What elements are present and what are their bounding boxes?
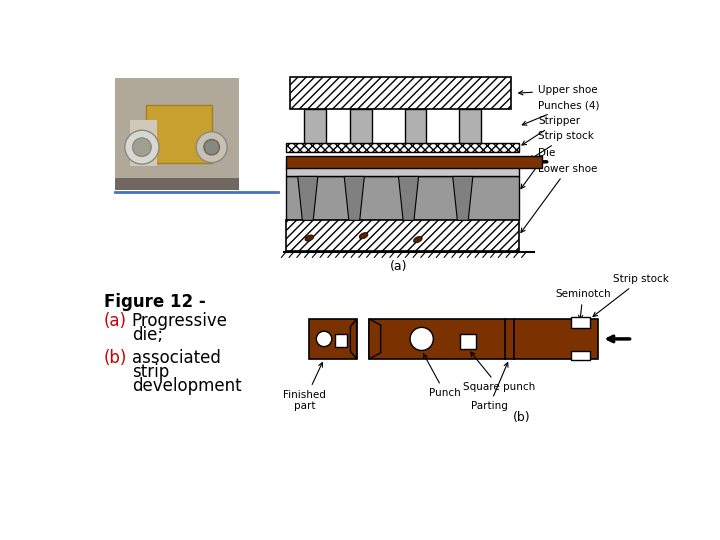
Bar [286, 220, 518, 251]
Text: Square punch: Square punch [463, 352, 536, 392]
Circle shape [410, 327, 433, 350]
Bar [130, 120, 158, 166]
Bar [114, 178, 239, 190]
Text: (b): (b) [513, 411, 531, 424]
Ellipse shape [305, 235, 314, 241]
Circle shape [196, 132, 228, 163]
Text: Strip stock: Strip stock [593, 274, 669, 316]
Polygon shape [369, 319, 381, 359]
Text: Figure 12 -: Figure 12 - [104, 294, 206, 312]
Text: (b): (b) [104, 349, 127, 367]
Text: associated: associated [132, 349, 221, 367]
Text: Strip stock: Strip stock [530, 131, 594, 160]
Bar [461, 334, 476, 349]
Text: Stripper: Stripper [522, 116, 580, 145]
Bar [286, 156, 542, 168]
Polygon shape [297, 177, 318, 220]
Text: Finished
part: Finished part [283, 362, 326, 411]
Bar [114, 78, 239, 190]
Text: (a): (a) [390, 260, 408, 273]
Bar [290, 77, 510, 110]
Text: Punch: Punch [423, 354, 461, 398]
Bar [145, 105, 212, 163]
Bar [570, 318, 590, 328]
Text: Upper shoe: Upper shoe [518, 85, 598, 95]
Circle shape [204, 139, 220, 155]
Text: Parting: Parting [471, 363, 508, 411]
Bar [405, 110, 426, 144]
Polygon shape [344, 177, 364, 220]
Text: Die: Die [521, 148, 555, 188]
Bar [459, 110, 481, 144]
Bar [304, 110, 325, 144]
Circle shape [125, 130, 159, 164]
Text: development: development [132, 377, 241, 395]
Text: Lower shoe: Lower shoe [521, 164, 598, 233]
Bar [570, 351, 590, 361]
Text: strip: strip [132, 363, 169, 381]
Bar [286, 143, 518, 152]
Polygon shape [453, 177, 473, 220]
Text: Punches (4): Punches (4) [522, 100, 600, 125]
Bar [369, 319, 598, 359]
Text: die;: die; [132, 326, 163, 344]
Bar [335, 334, 347, 347]
Polygon shape [398, 177, 418, 220]
Bar [309, 319, 356, 359]
Bar [351, 110, 372, 144]
Bar [286, 176, 518, 220]
Circle shape [316, 331, 332, 347]
Text: (a): (a) [104, 312, 127, 330]
Polygon shape [351, 319, 356, 359]
Text: Seminotch: Seminotch [555, 289, 611, 320]
Ellipse shape [359, 233, 368, 239]
Bar [286, 167, 518, 177]
Circle shape [132, 138, 151, 157]
Text: Progressive: Progressive [132, 312, 228, 330]
Ellipse shape [413, 237, 422, 242]
Bar [114, 78, 239, 190]
